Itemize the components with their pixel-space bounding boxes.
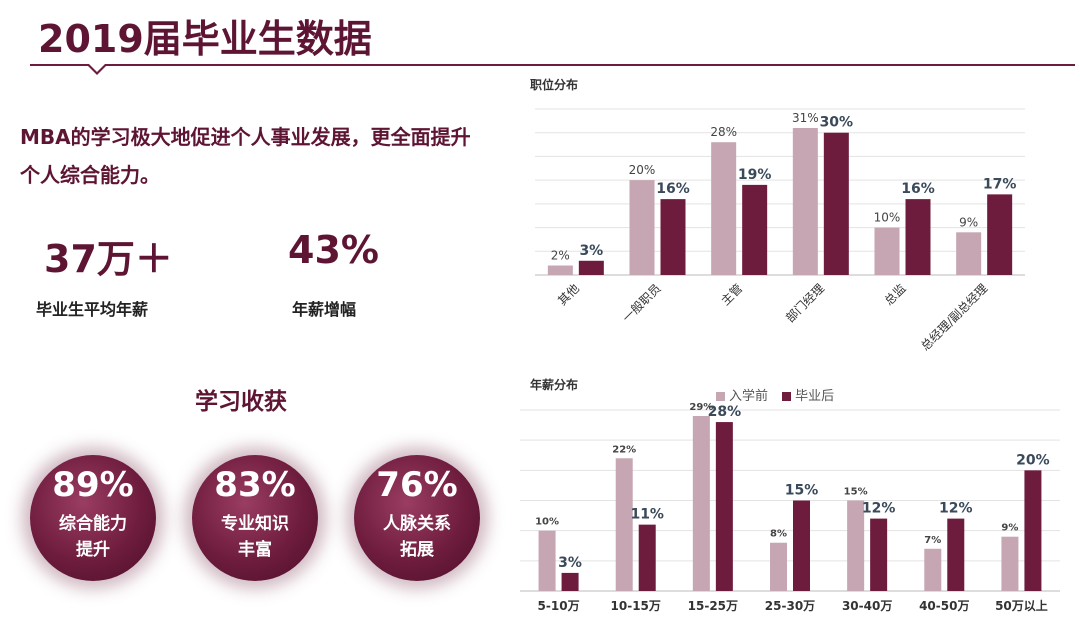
data-label: 22% [612, 444, 636, 455]
data-label: 20% [629, 163, 656, 177]
gain-value: 89% [52, 465, 134, 505]
page-title: 2019届毕业生数据 [38, 17, 372, 61]
data-label: 8% [770, 529, 787, 540]
bar [793, 500, 810, 591]
tick-label: 其他 [555, 281, 582, 308]
tick-label: 25-30万 [765, 599, 815, 613]
data-label: 12% [939, 501, 973, 517]
data-label: 29% [689, 402, 713, 413]
bar [578, 260, 604, 275]
bar [956, 232, 982, 275]
salary-chart-title: 年薪分布 [530, 378, 579, 392]
gains-title: 学习收获 [195, 389, 287, 415]
bar [947, 518, 965, 591]
bar [905, 199, 931, 275]
bar [615, 458, 633, 591]
data-label: 12% [862, 501, 896, 517]
bar [874, 227, 900, 275]
legend-item-after: 毕业后 [782, 389, 834, 404]
gain-circle-knowledge: 83% 专业知识 丰富 [192, 455, 318, 581]
data-label: 10% [874, 211, 901, 225]
legend-swatch [716, 392, 725, 401]
bar [870, 518, 888, 591]
tick-label: 一般职员 [619, 281, 664, 326]
intro-text: MBA的学习极大地促进个人事业发展，更全面提升个人综合能力。 [20, 125, 471, 187]
legend-swatch [782, 392, 792, 401]
data-label: 9% [1001, 523, 1018, 534]
bar [561, 572, 579, 591]
data-label: 10% [535, 517, 559, 528]
bar [770, 542, 787, 591]
bar [987, 194, 1013, 275]
avg-salary-value: 37万＋ [44, 237, 173, 281]
bar [742, 184, 768, 275]
gain-value: 83% [214, 465, 296, 505]
data-label: 9% [959, 215, 978, 229]
data-label: 2% [551, 249, 570, 263]
data-label: 28% [708, 404, 742, 420]
data-label: 30% [820, 115, 854, 131]
tick-label: 主管 [718, 281, 746, 309]
gain-label: 人脉关系 拓展 [383, 514, 451, 560]
tick-label: 50万以上 [995, 598, 1048, 613]
data-label: 31% [792, 111, 819, 125]
bar [823, 132, 849, 275]
data-label: 20% [1016, 452, 1050, 468]
data-label: 16% [901, 181, 935, 197]
tick-label: 总监 [882, 281, 909, 308]
salary-increase-label: 年薪增幅 [292, 300, 357, 319]
salary-chart-legend: 入学前 毕业后 [716, 385, 844, 404]
data-label: 3% [579, 243, 603, 259]
bar [629, 180, 655, 275]
gain-circle-network: 76% 人脉关系 拓展 [354, 455, 480, 581]
bar [847, 500, 865, 591]
tick-label: 10-15万 [611, 599, 661, 613]
tick-label: 15-25万 [688, 599, 738, 613]
bar [638, 524, 656, 591]
tick-label: 部门经理 [782, 281, 827, 326]
legend-item-before: 入学前 [716, 389, 768, 404]
bar [538, 530, 556, 591]
data-label: 11% [630, 507, 664, 523]
data-label: 15% [844, 487, 868, 498]
data-label: 17% [983, 176, 1017, 192]
bar [660, 199, 686, 275]
data-label: 19% [738, 167, 772, 183]
bar [1024, 470, 1042, 591]
bar [711, 142, 737, 275]
title-divider [30, 64, 1075, 66]
gain-circle-ability: 89% 综合能力 提升 [30, 455, 156, 581]
bar [692, 416, 710, 591]
bar [715, 422, 733, 591]
bar [924, 548, 942, 591]
tick-label: 5-10万 [538, 599, 580, 613]
data-label: 28% [710, 125, 737, 139]
salary-chart: 10% 3% 5-10万 22% 11% 10-15万 29%28% 15-25万 8% 15% 2… [520, 402, 1060, 613]
bar [1001, 536, 1019, 591]
gain-label: 专业知识 丰富 [221, 514, 289, 560]
bar [547, 265, 573, 275]
gain-value: 76% [376, 465, 458, 505]
tick-label: 30-40万 [842, 599, 892, 613]
salary-increase-value: 43% [288, 228, 379, 272]
data-label: 3% [558, 555, 582, 571]
avg-salary-label: 毕业生平均年薪 [36, 300, 149, 319]
gain-label: 综合能力 提升 [59, 514, 127, 560]
data-label: 7% [924, 535, 941, 546]
data-label: 16% [656, 181, 690, 197]
tick-label: 总经理/副总经理 [918, 281, 990, 353]
position-chart-title: 职位分布 [530, 78, 579, 92]
bar [792, 127, 818, 275]
tick-label: 40-50万 [919, 599, 969, 613]
data-label: 15% [785, 483, 819, 499]
